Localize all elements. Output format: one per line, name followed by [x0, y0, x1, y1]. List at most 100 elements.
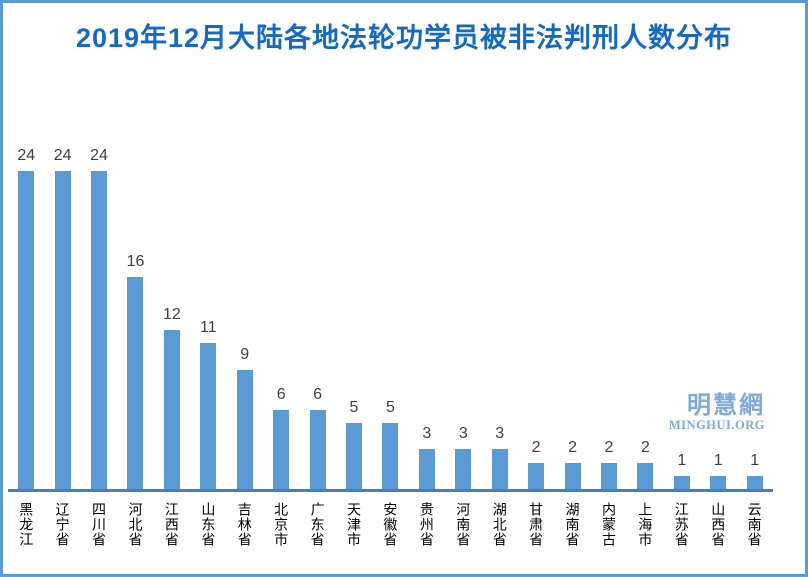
bar-value-label: 6 — [313, 385, 323, 403]
bar-column: 11 — [190, 320, 226, 489]
bar-column: 9 — [227, 345, 263, 489]
bar-value-label: 3 — [458, 425, 468, 443]
x-axis-label: 吉林省 — [236, 502, 253, 547]
x-axis-label: 黑龙江 — [18, 502, 35, 547]
x-label-cell: 上海市 — [627, 502, 663, 547]
x-label-cell: 河南省 — [445, 502, 481, 547]
bar — [455, 449, 472, 489]
bar — [163, 330, 180, 489]
bar — [91, 171, 108, 489]
x-axis-line — [8, 489, 773, 492]
x-label-cell: 贵州省 — [409, 502, 445, 547]
x-label-cell: 云南省 — [736, 502, 772, 547]
x-label-cell: 甘肃省 — [518, 502, 554, 547]
bar — [710, 475, 727, 489]
bar — [528, 462, 545, 489]
x-label-cell: 天津市 — [336, 502, 372, 547]
x-axis-label: 河北省 — [127, 502, 144, 547]
bar — [637, 462, 654, 489]
x-label-cell: 广东省 — [299, 502, 335, 547]
bar — [491, 449, 508, 489]
x-axis-label: 湖南省 — [564, 502, 581, 547]
bar-column: 5 — [336, 399, 372, 489]
bar-column: 1 — [736, 451, 772, 489]
x-label-cell: 辽宁省 — [44, 502, 80, 547]
x-axis-label: 内蒙古 — [600, 502, 617, 547]
bar — [564, 462, 581, 489]
x-axis-label: 河南省 — [455, 502, 472, 547]
x-axis-label: 甘肃省 — [528, 502, 545, 547]
x-label-cell: 山东省 — [190, 502, 226, 547]
bar — [127, 277, 144, 489]
x-label-cell: 北京市 — [263, 502, 299, 547]
x-axis-label: 北京市 — [273, 502, 290, 547]
bar-value-label: 3 — [495, 425, 505, 443]
x-label-cell: 四川省 — [81, 502, 117, 547]
bar-column: 3 — [409, 426, 445, 489]
x-axis-label: 湖北省 — [491, 502, 508, 547]
x-axis-label: 江苏省 — [673, 502, 690, 547]
x-label-cell: 吉林省 — [227, 502, 263, 547]
bar-column: 3 — [445, 426, 481, 489]
bar-column: 16 — [117, 254, 153, 489]
x-axis-label: 山西省 — [710, 502, 727, 547]
bar-value-label: 1 — [713, 451, 723, 469]
bar-value-label: 6 — [276, 385, 286, 403]
x-label-cell: 山西省 — [700, 502, 736, 547]
bar-value-label: 2 — [640, 438, 650, 456]
bar-column: 3 — [481, 426, 517, 489]
bar-value-label: 5 — [385, 398, 395, 416]
bar-column: 1 — [664, 451, 700, 489]
bar-value-label: 1 — [677, 451, 687, 469]
bar-value-label: 11 — [200, 319, 217, 337]
bar — [273, 409, 290, 489]
x-axis-label: 安徽省 — [382, 502, 399, 547]
bar-column: 24 — [8, 148, 44, 489]
bar — [418, 449, 435, 489]
bar-column: 12 — [154, 307, 190, 489]
x-label-cell: 黑龙江 — [8, 502, 44, 547]
x-axis-label: 贵州省 — [418, 502, 435, 547]
bar-column: 2 — [627, 438, 663, 489]
x-label-cell: 湖南省 — [554, 502, 590, 547]
x-labels-row: 黑龙江 辽宁省 四川省 河北省 江西省 山东省 吉林省 北京市 广东省 天津市 安徽省 贵州省 河南省 湖… — [8, 502, 773, 547]
bar — [54, 171, 71, 489]
bar-value-label: 9 — [240, 345, 250, 363]
bar — [309, 409, 326, 489]
bar-column: 24 — [44, 148, 80, 489]
bar-value-label: 12 — [163, 306, 181, 323]
bars-row: 24 24 24 16 12 11 9 6 6 5 5 3 3 3 2 2 2 2 1 1 1 — [8, 129, 773, 489]
bar-value-label: 3 — [422, 425, 432, 443]
x-axis-label: 辽宁省 — [54, 502, 71, 547]
bar-column: 6 — [299, 385, 335, 489]
x-label-cell: 安徽省 — [372, 502, 408, 547]
bar-column: 2 — [518, 438, 554, 489]
bar-value-label: 16 — [126, 253, 145, 270]
bar — [18, 171, 35, 489]
bar-column: 1 — [700, 451, 736, 489]
x-axis-label: 江西省 — [163, 502, 180, 547]
bar-column: 24 — [81, 148, 117, 489]
bar — [346, 422, 362, 489]
bar-column: 6 — [263, 385, 299, 489]
x-axis-label: 云南省 — [746, 502, 763, 547]
x-label-cell: 内蒙古 — [591, 502, 627, 547]
bar-value-label: 2 — [531, 438, 541, 456]
bar-column: 5 — [372, 398, 408, 489]
x-label-cell: 江西省 — [154, 502, 190, 547]
bar-value-label: 24 — [90, 147, 108, 164]
bar-value-label: 1 — [750, 451, 760, 469]
bar-column: 2 — [591, 439, 627, 489]
x-axis-label: 广东省 — [309, 502, 326, 547]
bar — [600, 462, 617, 489]
bar — [236, 369, 253, 489]
x-axis-label: 四川省 — [91, 502, 108, 547]
bar — [200, 343, 217, 489]
bar-column: 2 — [554, 438, 590, 489]
x-label-cell: 江苏省 — [664, 502, 700, 547]
bar-value-label: 2 — [568, 438, 577, 456]
chart-title: 2019年12月大陆各地法轮功学员被非法判刑人数分布 — [75, 23, 733, 53]
minghui-url-text: MINGHUI.ORG — [668, 418, 765, 433]
x-label-cell: 河北省 — [117, 502, 153, 547]
